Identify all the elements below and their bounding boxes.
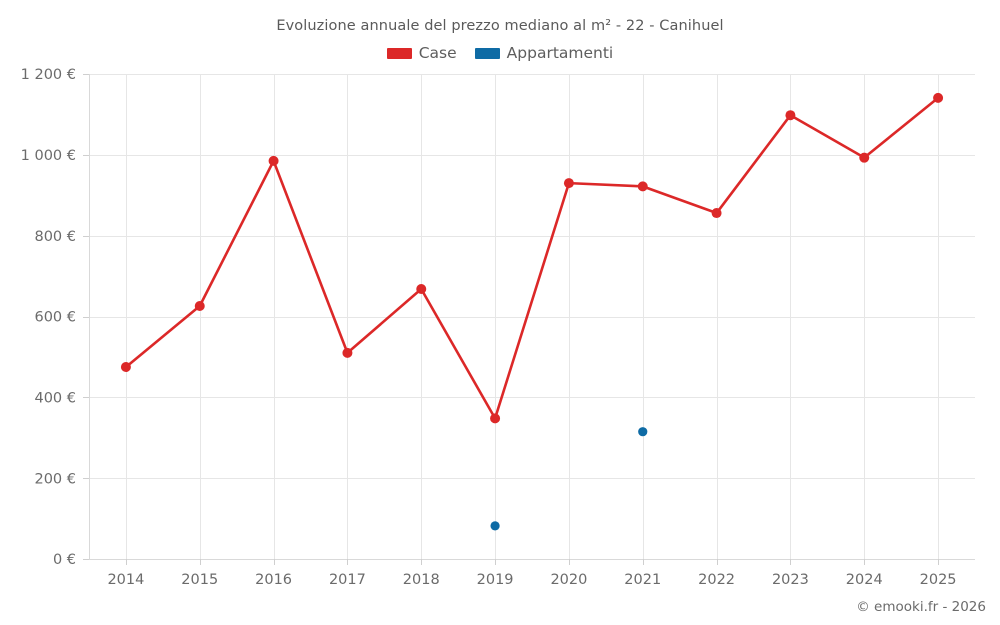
y-tick-labels: 0 € 200 € 400 € 600 € 800 € 1 000 € 1 200 € bbox=[21, 67, 76, 568]
y-tick-label: 800 € bbox=[34, 229, 76, 245]
chart-legend: Case Appartamenti bbox=[0, 44, 1000, 62]
legend-label-case: Case bbox=[418, 44, 457, 62]
data-point-case[interactable] bbox=[859, 152, 870, 163]
copyright-footer: © emooki.fr - 2026 bbox=[856, 599, 986, 615]
legend-item-appartamenti[interactable]: Appartamenti bbox=[474, 44, 614, 62]
x-tick-label: 2017 bbox=[329, 572, 366, 588]
y-tick-label: 600 € bbox=[34, 310, 76, 326]
x-tick-label: 2015 bbox=[181, 572, 218, 588]
y-tick-label: 400 € bbox=[34, 391, 76, 407]
y-tick-label: 200 € bbox=[34, 471, 76, 487]
y-tick-label: 1 000 € bbox=[21, 148, 76, 164]
data-point-case[interactable] bbox=[563, 178, 574, 189]
legend-item-case[interactable]: Case bbox=[386, 44, 457, 62]
x-tick-label: 2023 bbox=[772, 572, 809, 588]
data-point-case[interactable] bbox=[637, 181, 648, 192]
axis-lines bbox=[83, 74, 975, 565]
x-tick-label: 2018 bbox=[403, 572, 440, 588]
data-point-case[interactable] bbox=[120, 362, 131, 373]
data-point-case[interactable] bbox=[490, 413, 501, 424]
data-point-appartamenti[interactable] bbox=[490, 521, 500, 531]
x-tick-label: 2022 bbox=[698, 572, 735, 588]
x-tick-label: 2019 bbox=[477, 572, 514, 588]
data-point-appartamenti[interactable] bbox=[638, 427, 648, 437]
data-point-case[interactable] bbox=[342, 347, 353, 358]
x-tick-label: 2021 bbox=[624, 572, 661, 588]
x-tick-label: 2024 bbox=[846, 572, 883, 588]
data-point-case[interactable] bbox=[416, 284, 427, 295]
x-tick-label: 2025 bbox=[920, 572, 957, 588]
data-point-case[interactable] bbox=[194, 300, 205, 311]
data-point-case[interactable] bbox=[711, 208, 722, 219]
x-tick-labels: 2014 2015 2016 2017 2018 2019 2020 2021 2022 2023… bbox=[107, 572, 956, 588]
y-tick-label: 0 € bbox=[53, 552, 76, 568]
series-line-case bbox=[124, 96, 940, 420]
data-point-case[interactable] bbox=[785, 110, 796, 121]
data-point-case[interactable] bbox=[268, 155, 279, 166]
y-tick-label: 1 200 € bbox=[21, 67, 76, 83]
x-tick-label: 2016 bbox=[255, 572, 292, 588]
legend-swatch-case bbox=[386, 47, 412, 59]
legend-swatch-appartamenti bbox=[474, 47, 500, 59]
x-tick-label: 2014 bbox=[107, 572, 144, 588]
series-case[interactable] bbox=[120, 92, 944, 424]
legend-label-appartamenti: Appartamenti bbox=[506, 44, 614, 62]
x-tick-label: 2020 bbox=[550, 572, 587, 588]
data-point-case[interactable] bbox=[933, 92, 944, 103]
series-appartamenti[interactable] bbox=[490, 427, 648, 531]
chart-title: Evoluzione annuale del prezzo mediano al… bbox=[276, 18, 724, 34]
grid-horizontal bbox=[89, 74, 975, 560]
grid-vertical bbox=[126, 74, 939, 559]
